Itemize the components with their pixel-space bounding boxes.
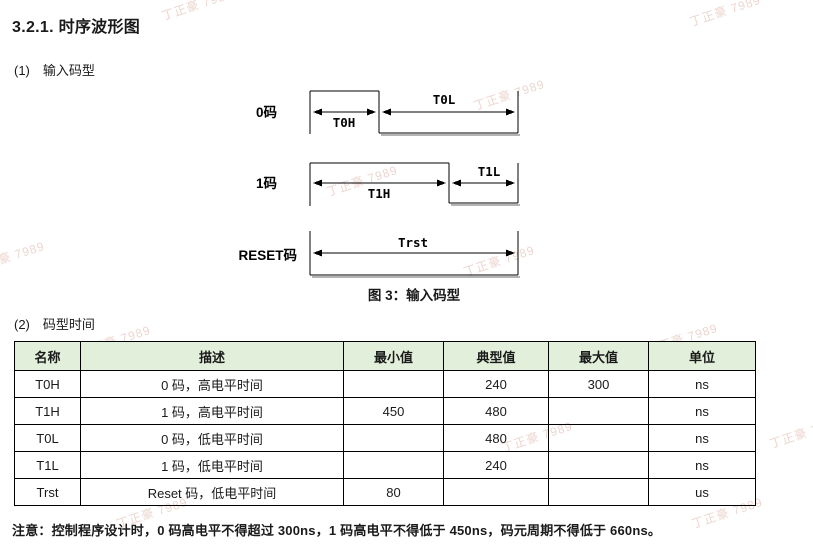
table-header-row: 名称 描述 最小值 典型值 最大值 单位 [14,341,756,371]
t1h-label: T1H [368,186,391,201]
cell-min [343,370,444,398]
cell-name: T0L [14,424,81,452]
watermark: 丁正豪 7989 [687,0,763,30]
cell-description: 0 码，低电平时间 [80,424,344,452]
t0h-label: T0H [333,115,356,130]
table-row-trst: Trst Reset 码，低电平时间 80 us [14,478,756,506]
cell-max [548,478,649,506]
col-header-description: 描述 [80,341,344,371]
table-row-t0l: T0L 0 码，低电平时间 480 ns [14,424,756,452]
watermark: 丁正豪 7989 [324,162,400,200]
col-header-name: 名称 [14,341,81,371]
cell-max: 300 [548,370,649,398]
watermark: 丁正豪 7989 [461,242,537,280]
waveform-reset-label: RESET码 [238,248,297,263]
cell-max [548,397,649,425]
col-header-unit: 单位 [648,341,756,371]
waveform-0-label: 0码 [256,105,277,120]
figure-caption: 图 3：输入码型 [367,288,461,303]
cell-min: 450 [343,397,444,425]
cell-name: T1L [14,451,81,479]
cell-description: 0 码，高电平时间 [80,370,344,398]
page-title: 3.2.1. 时序波形图 [12,19,141,36]
cell-name: Trst [14,478,81,506]
section2-label: (2) 码型时间 [14,317,95,332]
timing-waveform-figure: 0码 T0H T0L 1码 T1H T1L RESET码 Trst [238,90,520,278]
waveform-1-code: 1码 T1H T1L [256,162,520,206]
cell-typical: 480 [443,424,549,452]
cell-max [548,424,649,452]
trst-label: Trst [398,235,428,250]
cell-max [548,451,649,479]
table-row-t1h: T1H 1 码，高电平时间 450 480 ns [14,397,756,425]
cell-min [343,424,444,452]
cell-unit: us [648,478,756,506]
waveform-1-label: 1码 [256,176,277,191]
watermark: 丁正豪 7989 [0,238,47,276]
cell-name: T0H [14,370,81,398]
section1-label: (1) 输入码型 [14,63,95,78]
table-row-t0h: T0H 0 码，高电平时间 240 300 ns [14,370,756,398]
cell-min [343,451,444,479]
timing-note: 注意：控制程序设计时，0 码高电平不得超过 300ns，1 码高电平不得低于 4… [12,523,662,538]
cell-typical: 240 [443,370,549,398]
cell-typical [443,478,549,506]
cell-description: 1 码，高电平时间 [80,397,344,425]
cell-unit: ns [648,451,756,479]
watermark: 丁正豪 7989 [159,0,235,24]
timing-parameters-table: 名称 描述 最小值 典型值 最大值 单位 T0H 0 码，高电平时间 240 3… [14,341,756,506]
watermark: 丁正豪 7989 [471,76,547,114]
cell-typical: 240 [443,451,549,479]
waveform-reset-code: RESET码 Trst [238,231,520,278]
waveform-0-code: 0码 T0H T0L [256,90,520,136]
table-row-t1l: T1L 1 码，低电平时间 240 ns [14,451,756,479]
cell-min: 80 [343,478,444,506]
col-header-typical: 典型值 [443,341,549,371]
cell-name: T1H [14,397,81,425]
watermark: 丁正豪 7989 [767,414,813,452]
col-header-max: 最大值 [548,341,649,371]
cell-unit: ns [648,397,756,425]
t0l-label: T0L [433,92,456,107]
t1l-label: T1L [478,164,501,179]
cell-description: Reset 码，低电平时间 [80,478,344,506]
col-header-min: 最小值 [343,341,444,371]
cell-unit: ns [648,370,756,398]
cell-description: 1 码，低电平时间 [80,451,344,479]
cell-typical: 480 [443,397,549,425]
cell-unit: ns [648,424,756,452]
